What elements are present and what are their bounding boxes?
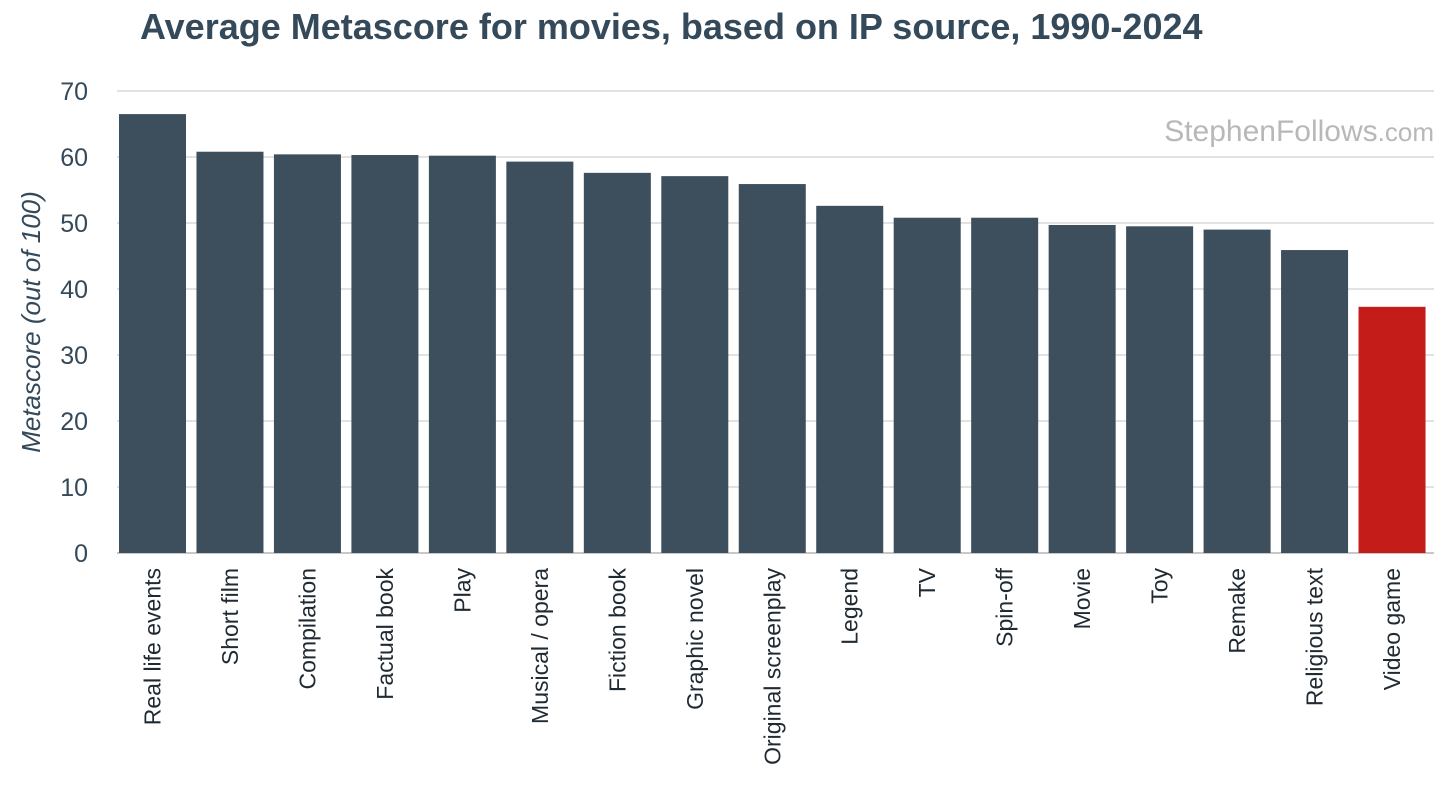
y-axis-label: Metascore (out of 100)	[16, 191, 46, 453]
bar	[1281, 250, 1349, 553]
x-tick-label: Fiction book	[604, 568, 630, 693]
x-tick-label: Original screenplay	[759, 568, 785, 765]
bar	[583, 172, 651, 553]
bar	[196, 151, 264, 553]
x-tick-label: Musical / opera	[527, 568, 553, 724]
x-tick-label: Factual book	[372, 568, 398, 700]
bar	[273, 154, 341, 554]
watermark-tail: .com	[1378, 117, 1434, 147]
bar	[1048, 224, 1116, 554]
bar	[1358, 306, 1426, 553]
x-tick-label: Spin-off	[992, 567, 1018, 646]
bar	[506, 161, 574, 553]
x-axis-labels: Real life events Short film Compilation Fac…	[140, 567, 1406, 765]
bar	[816, 205, 884, 553]
x-tick-label: Short film	[217, 568, 243, 665]
x-tick-label: Movie	[1069, 568, 1095, 629]
chart-title: Average Metascore for movies, based on I…	[140, 6, 1203, 47]
watermark-main: StephenFollows	[1164, 115, 1377, 148]
bar	[893, 217, 961, 553]
y-axis-ticks: 0 10 20 30 40 50 60 70	[60, 78, 88, 568]
x-tick-label: Remake	[1224, 568, 1250, 654]
x-tick-label: Real life events	[140, 568, 166, 725]
x-tick-label: Toy	[1147, 568, 1173, 604]
x-tick-label: Legend	[837, 568, 863, 645]
watermark: StephenFollows.com	[1164, 115, 1434, 148]
y-tick-label: 0	[74, 540, 88, 568]
bar	[1126, 226, 1194, 554]
x-tick-label: Graphic novel	[682, 568, 708, 710]
x-tick-label: Video game	[1379, 568, 1405, 690]
bar	[661, 176, 729, 553]
y-tick-label: 40	[60, 276, 88, 304]
x-tick-label: Play	[449, 568, 475, 613]
bar	[971, 217, 1039, 553]
y-tick-label: 30	[60, 342, 88, 370]
x-tick-label: Compilation	[294, 568, 320, 689]
y-tick-label: 20	[60, 408, 88, 436]
y-tick-label: 70	[60, 78, 88, 106]
bar	[1203, 229, 1271, 553]
bar	[738, 184, 806, 553]
bar	[428, 155, 496, 553]
bar	[119, 114, 186, 553]
x-tick-label: Religious text	[1302, 567, 1328, 706]
bars	[119, 114, 1426, 554]
x-tick-label: TV	[914, 567, 940, 597]
bar	[351, 155, 419, 553]
y-tick-label: 10	[60, 474, 88, 502]
y-tick-label: 60	[60, 144, 88, 172]
y-tick-label: 50	[60, 210, 88, 238]
